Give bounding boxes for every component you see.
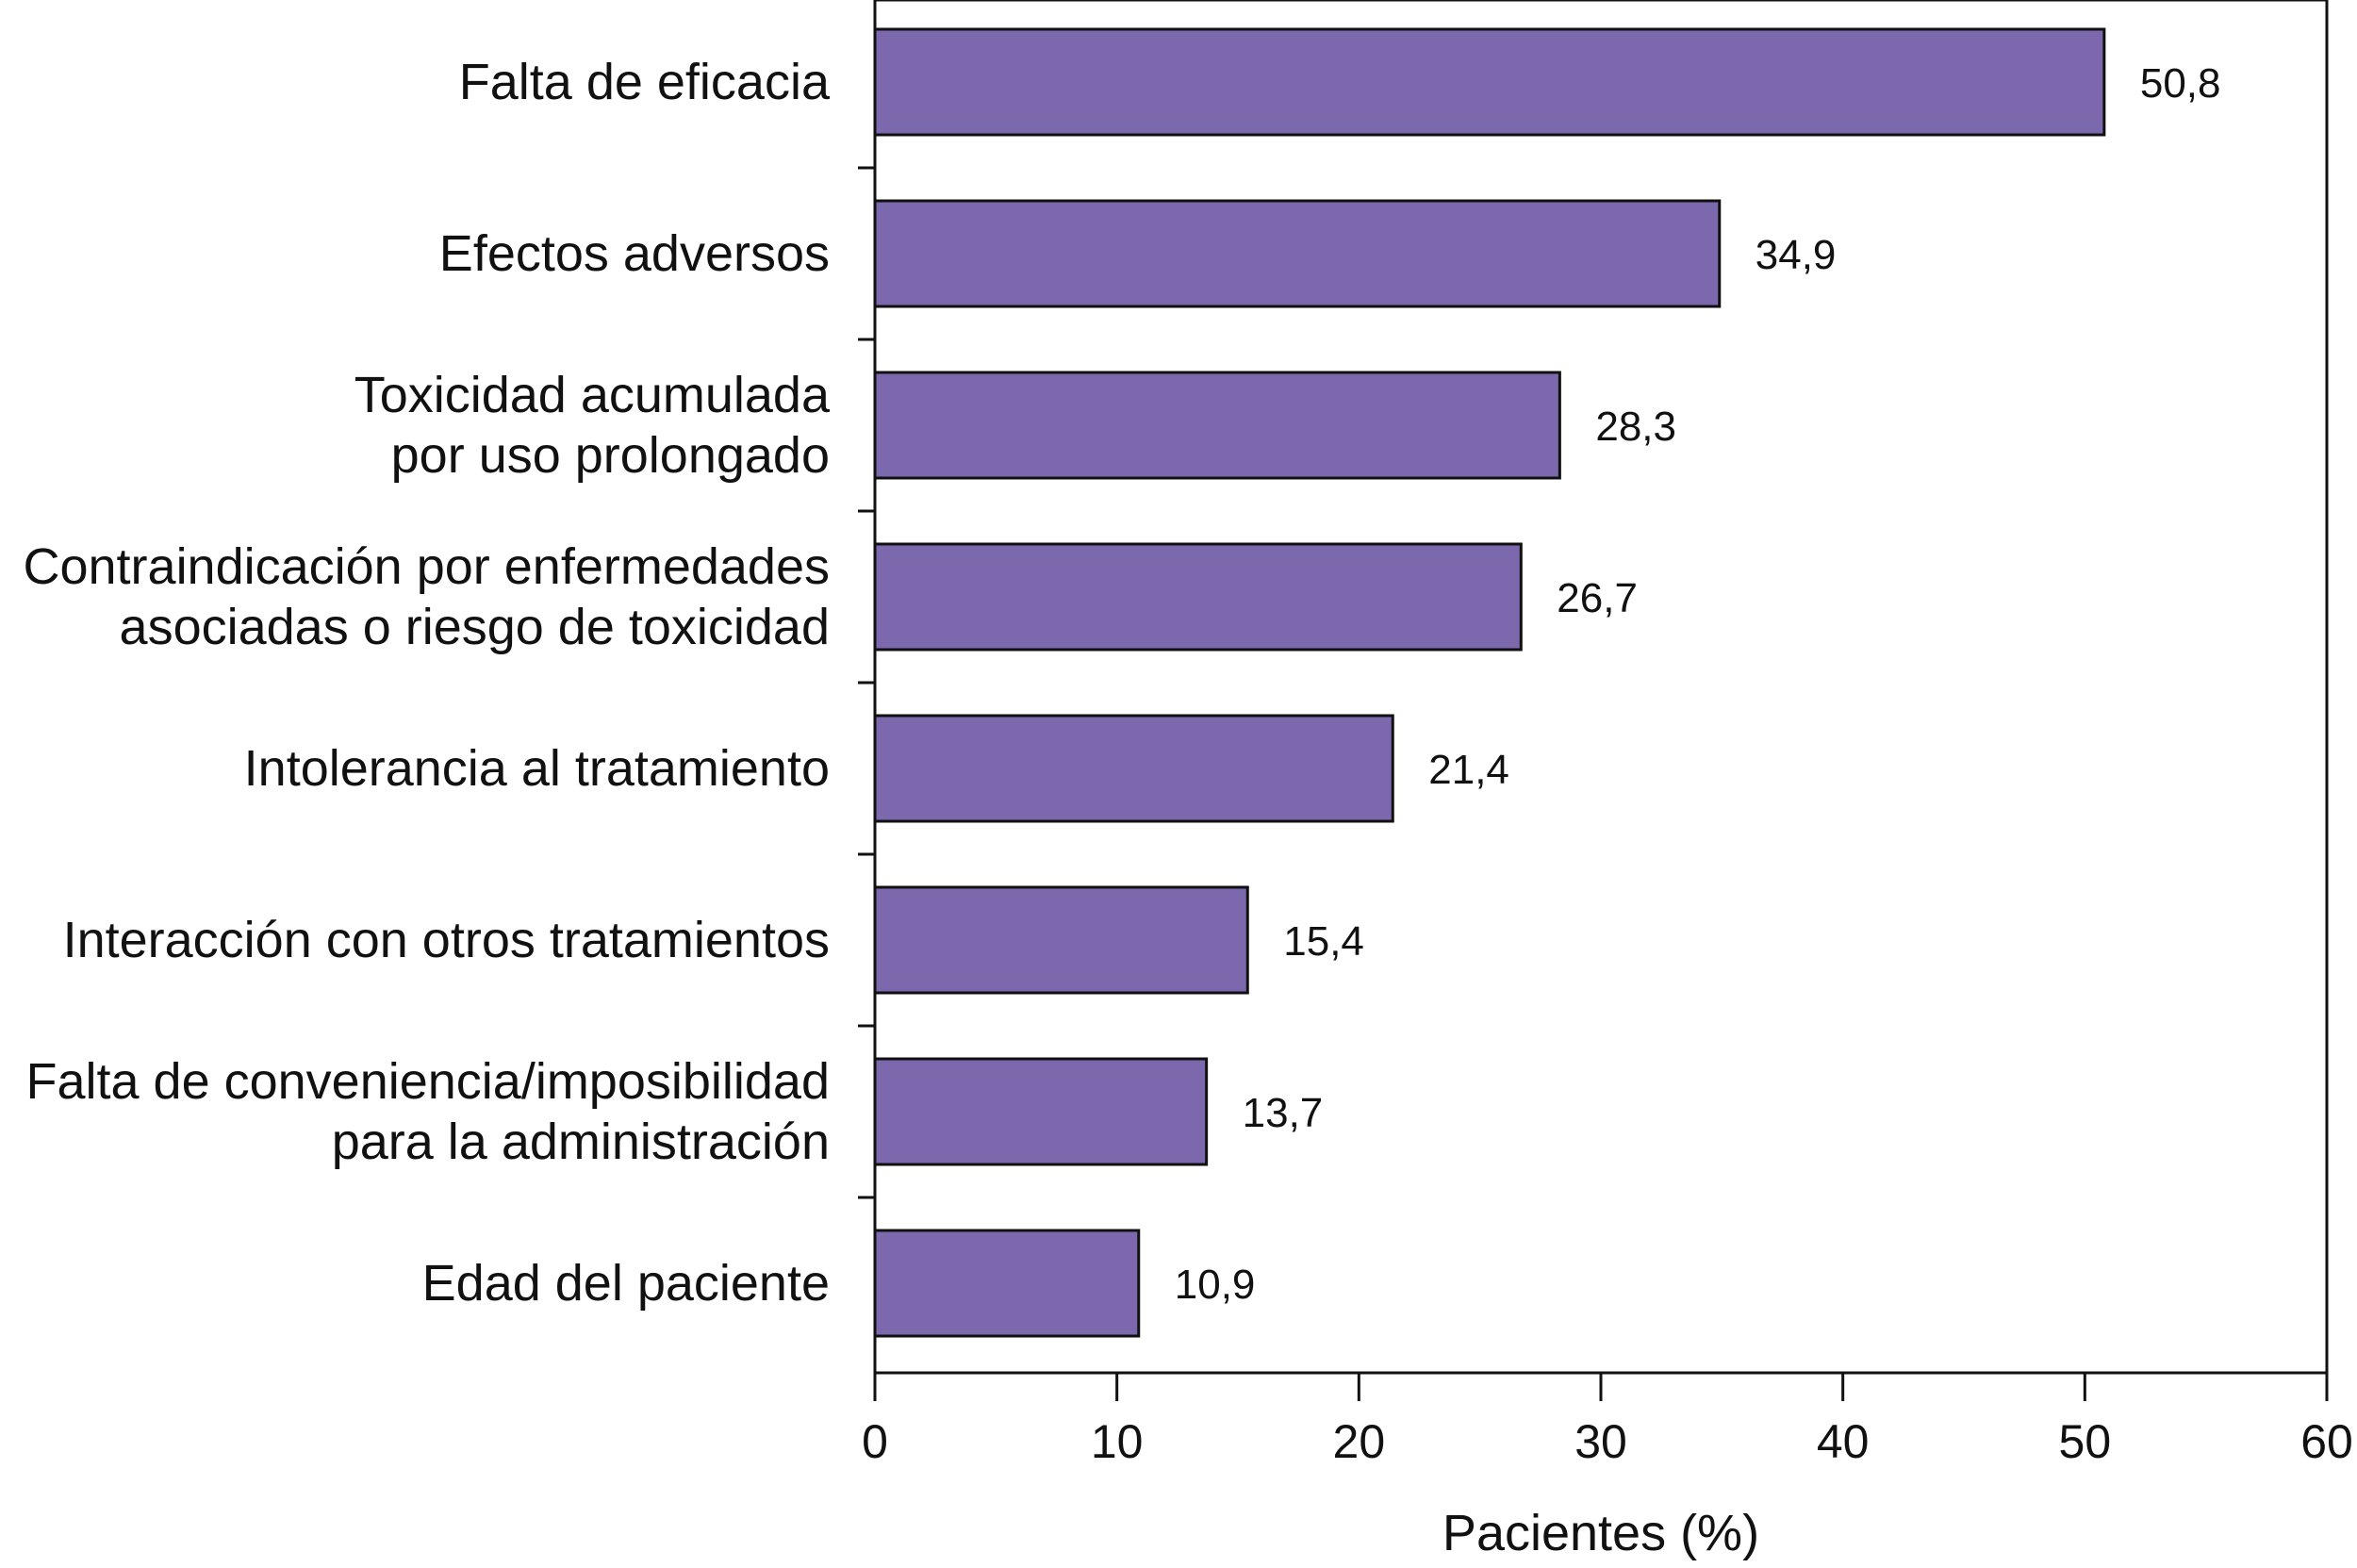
category-label-line: Edad del paciente	[422, 1255, 830, 1312]
x-tick-label: 0	[862, 1415, 888, 1468]
category-label: Falta de eficacia	[459, 54, 831, 110]
category-label-line: Efectos adversos	[439, 225, 830, 282]
category-label-line: para la administración	[332, 1114, 830, 1170]
x-tick-label: 20	[1333, 1415, 1386, 1468]
bar	[873, 371, 1561, 480]
category-label: Efectos adversos	[439, 225, 830, 282]
value-label: 50,8	[2140, 60, 2221, 107]
y-axis-ticks	[858, 166, 875, 1199]
category-label: Interacción con otros tratamientos	[63, 912, 830, 968]
x-tick-label: 40	[1817, 1415, 1870, 1468]
value-labels: 50,8 34,9 28,3 26,7 21,4 15,4 13,7 10,9	[1175, 60, 2221, 1308]
bar	[873, 1057, 1209, 1166]
value-label: 28,3	[1595, 404, 1676, 450]
x-tick-label: 10	[1091, 1415, 1144, 1468]
category-label-line: asociadas o riesgo de toxicidad	[120, 599, 830, 655]
bar	[873, 27, 2106, 137]
x-tick-label: 60	[2300, 1415, 2353, 1468]
category-label-line: Contraindicación por enfermedades	[23, 538, 830, 595]
value-label: 10,9	[1175, 1262, 1256, 1308]
bar	[873, 542, 1523, 652]
value-label: 26,7	[1557, 575, 1638, 621]
x-tick-label: 50	[2059, 1415, 2112, 1468]
category-label: Edad del paciente	[422, 1255, 830, 1312]
x-axis-title: Pacientes (%)	[1442, 1505, 1759, 1561]
bar	[873, 885, 1249, 995]
category-label: Falta de conveniencia/imposibilidad para …	[25, 1053, 830, 1170]
category-label-line: Falta de eficacia	[459, 54, 831, 110]
bar	[873, 199, 1722, 308]
bar	[873, 1229, 1141, 1338]
category-label: Contraindicación por enfermedades asociad…	[23, 538, 830, 655]
category-label: Toxicidad acumulada por uso prolongado	[354, 367, 831, 484]
x-tick-label: 30	[1574, 1415, 1627, 1468]
category-label-line: Intolerancia al tratamiento	[244, 740, 830, 797]
value-label: 13,7	[1243, 1090, 1324, 1136]
bars	[873, 27, 2106, 1338]
category-label-line: Interacción con otros tratamientos	[63, 912, 830, 968]
category-label-line: por uso prolongado	[391, 427, 830, 484]
x-axis-ticks: 0 10 20 30 40 50 60	[862, 1373, 2353, 1468]
bar	[873, 714, 1394, 823]
value-label: 21,4	[1428, 747, 1509, 793]
value-label: 15,4	[1283, 918, 1364, 965]
category-label-line: Toxicidad acumulada	[354, 367, 831, 423]
category-label-line: Falta de conveniencia/imposibilidad	[25, 1053, 830, 1110]
category-label: Intolerancia al tratamiento	[244, 740, 830, 797]
category-labels: Falta de eficacia Efectos adversos Toxicid…	[23, 54, 830, 1312]
value-label: 34,9	[1755, 232, 1837, 278]
